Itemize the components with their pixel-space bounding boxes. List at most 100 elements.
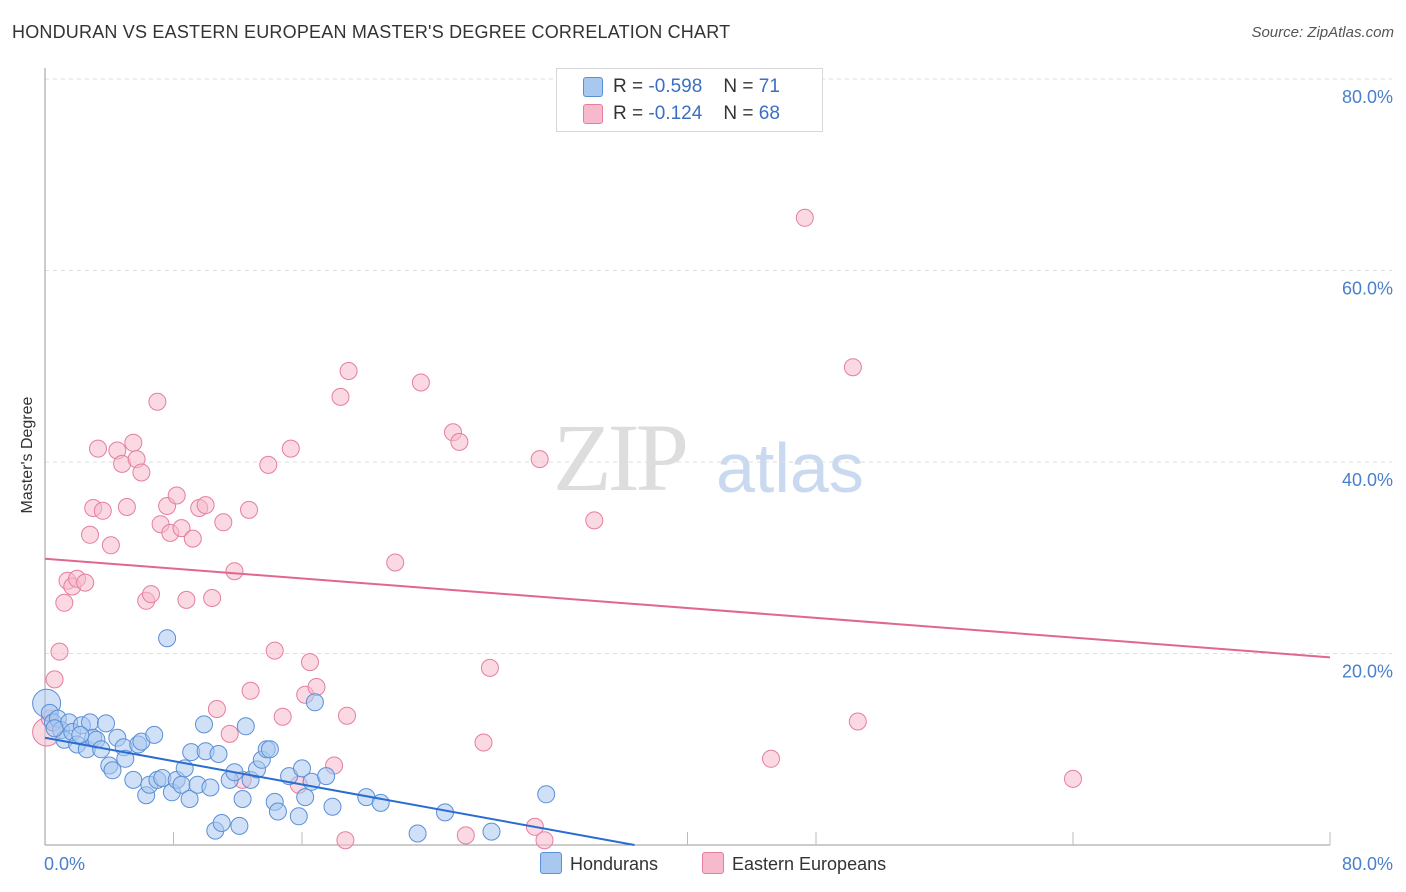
honduran-point: [209, 745, 228, 763]
eastern-european-point: [225, 562, 244, 581]
eastern-european-point: [762, 749, 780, 768]
honduran-point: [260, 740, 279, 759]
legend-r-label: R =: [613, 103, 644, 124]
eastern-european-point: [220, 724, 239, 743]
honduran-point: [124, 770, 143, 789]
eastern-european-point: [214, 513, 233, 532]
hondurans-label: Hondurans: [570, 854, 659, 874]
honduran-point: [317, 767, 336, 786]
eastern-european-point: [183, 529, 202, 548]
eastern-european-point: [172, 519, 191, 538]
eastern-european-point: [148, 392, 167, 411]
eastern-european-point: [142, 585, 160, 604]
eastern-european-point: [203, 589, 222, 607]
honduran-point: [71, 725, 90, 744]
legend-swatch-pink: [583, 104, 603, 124]
legend-n-value: 71: [758, 76, 780, 97]
x-tick-label-max: 80.0%: [1342, 854, 1393, 874]
legend-r-value: -0.124: [648, 103, 703, 124]
eastern-european-point: [1064, 769, 1082, 788]
honduran-point: [305, 693, 324, 712]
legend-n-label: N =: [723, 76, 754, 97]
honduran-point: [236, 717, 255, 736]
honduran-point: [158, 629, 177, 648]
honduran-point: [97, 714, 115, 733]
eastern-european-point: [585, 511, 604, 530]
eastern-european-points: [32, 208, 1082, 850]
eastern-european-point: [386, 553, 405, 572]
honduran-point: [195, 715, 213, 734]
honduran-point: [45, 719, 64, 738]
honduran-point: [230, 816, 249, 835]
eastern-european-point: [474, 733, 493, 752]
honduran-point: [482, 822, 501, 841]
eastern-european-point: [450, 432, 469, 451]
watermark-zip: ZIP: [553, 404, 689, 511]
eastern-european-point: [281, 439, 300, 458]
eastern-european-point: [301, 653, 319, 672]
eastern-european-point: [240, 500, 258, 519]
legend-n-label: N =: [723, 103, 754, 124]
eastern-european-point: [132, 463, 151, 482]
honduran-point: [289, 807, 308, 826]
eastern-european-point: [480, 658, 499, 677]
trend-lines: [44, 557, 1331, 846]
honduran-point: [537, 785, 556, 804]
honduran-point: [201, 778, 220, 797]
bottom-legend-eastern-europeans[interactable]: Eastern Europeans: [702, 852, 886, 875]
honduran-point: [293, 759, 311, 778]
eastern-european-point: [101, 536, 120, 555]
eastern-european-point: [331, 387, 350, 406]
eastern-european-point: [336, 831, 355, 850]
honduran-points: [32, 629, 556, 843]
eastern-european-point: [848, 712, 867, 731]
correlation-legend: R = -0.598 N = 71 R = -0.124 N = 68: [556, 68, 823, 132]
honduran-trend-line: [44, 736, 635, 846]
grid-lines: [45, 78, 1392, 654]
eastern-europeans-label: Eastern Europeans: [732, 854, 887, 874]
eastern-european-point: [45, 670, 64, 689]
honduran-point: [145, 725, 164, 744]
eastern-european-point: [535, 831, 554, 850]
eastern-european-point: [93, 501, 112, 520]
eastern-european-point: [50, 642, 69, 661]
honduran-point: [233, 790, 252, 808]
eastern-european-point: [339, 362, 358, 380]
eastern-european-point: [76, 573, 95, 592]
eastern-european-point: [55, 593, 74, 612]
y-tick-label: 20.0%: [1342, 662, 1393, 682]
honduran-point: [268, 802, 287, 821]
eastern-european-point: [273, 707, 292, 726]
eastern-european-point: [81, 525, 99, 544]
watermark-atlas: atlas: [716, 429, 864, 507]
honduran-point: [116, 749, 135, 768]
honduran-point: [212, 814, 231, 832]
bottom-legend-hondurans[interactable]: Hondurans: [540, 852, 658, 875]
eastern-european-point: [241, 681, 260, 700]
chart-title: HONDURAN VS EASTERN EUROPEAN MASTER'S DE…: [12, 22, 731, 42]
honduran-point: [103, 761, 122, 780]
honduran-point: [408, 824, 427, 843]
eastern-european-point: [89, 439, 107, 458]
legend-r-value: -0.598: [648, 76, 703, 97]
legend-n-value: 68: [758, 103, 780, 124]
eastern-european-point: [307, 678, 326, 696]
eastern-european-point: [167, 486, 186, 505]
eastern-european-point: [259, 455, 278, 474]
eastern-european-point: [530, 450, 549, 469]
eastern-european-point: [177, 590, 196, 609]
source-label[interactable]: Source: ZipAtlas.com: [1251, 24, 1394, 41]
eastern-european-point: [207, 700, 226, 718]
tick-labels: 20.0% 40.0% 60.0% 80.0% 0.0% 80.0%: [44, 87, 1393, 874]
legend-swatch-blue: [583, 77, 603, 97]
eastern-european-point: [456, 826, 475, 845]
eastern-european-point: [843, 358, 862, 377]
honduran-point: [296, 788, 315, 807]
eastern-european-point: [411, 373, 430, 392]
eastern-european-point: [117, 498, 136, 516]
y-tick-label: 60.0%: [1342, 279, 1393, 299]
x-tick-label-min: 0.0%: [44, 854, 85, 874]
y-tick-label: 80.0%: [1342, 87, 1393, 107]
eastern-european-point: [124, 433, 143, 452]
